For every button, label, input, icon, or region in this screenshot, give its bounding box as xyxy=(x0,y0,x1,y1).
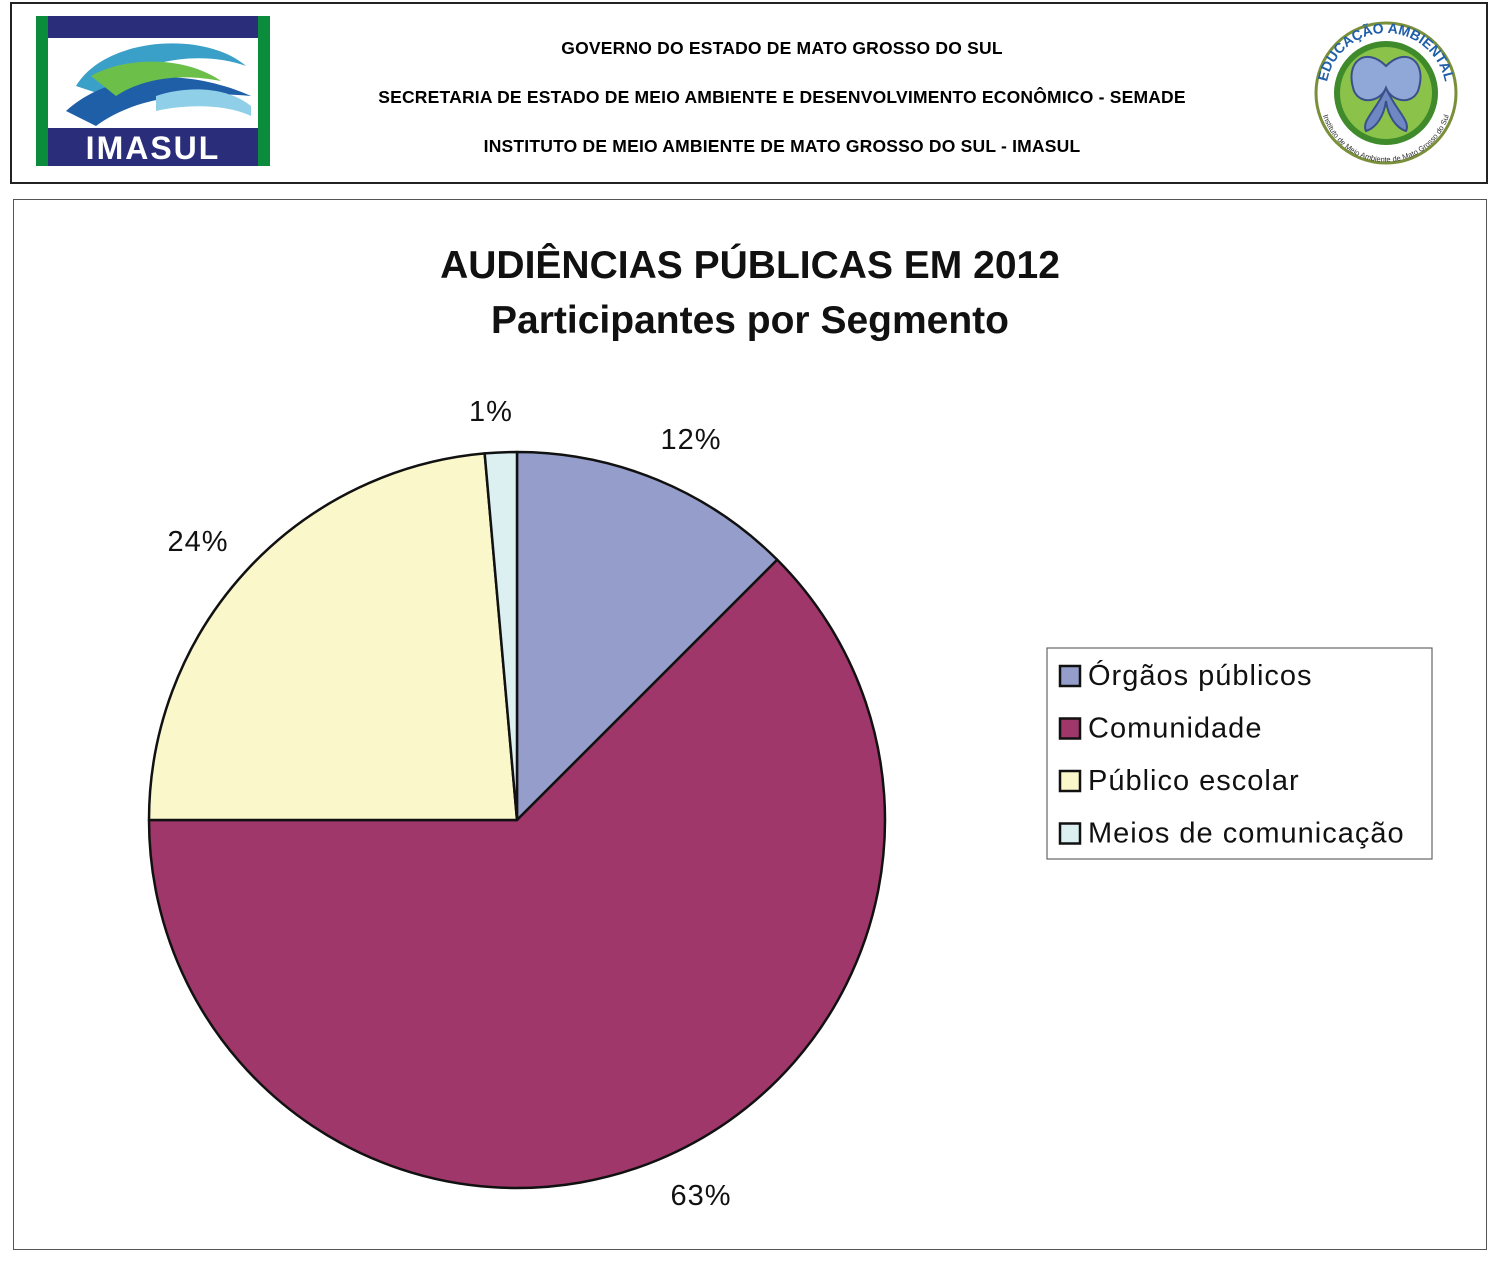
data-label-2: 63% xyxy=(670,1180,731,1212)
legend-label-3: Público escolar xyxy=(1088,765,1300,797)
legend: Órgãos públicos Comunidade Público escolar… xyxy=(1046,647,1433,860)
data-label-1: 12% xyxy=(660,424,721,456)
legend-swatch-4 xyxy=(1058,822,1082,845)
pie-slice-2 xyxy=(147,558,887,1190)
legend-swatch-2 xyxy=(1058,717,1082,740)
pie-slice-1 xyxy=(515,450,779,822)
pie-slices xyxy=(147,450,887,1190)
legend-label-1: Órgãos públicos xyxy=(1088,659,1313,692)
legend-label-4: Meios de comunicação xyxy=(1088,818,1405,850)
chart-title: AUDIÊNCIAS PÚBLICAS EM 2012 xyxy=(440,243,1060,287)
legend-swatch-3 xyxy=(1058,769,1082,793)
header-banner: IMASUL GOVERNO DO ESTADO DE MATO GROSSO … xyxy=(10,2,1488,184)
imasul-logo-text: IMASUL xyxy=(86,130,221,166)
pie-chart: AUDIÊNCIAS PÚBLICAS EM 2012 Participante… xyxy=(147,243,1433,1212)
data-label-4: 1% xyxy=(469,396,513,428)
pie-slice-3 xyxy=(147,452,519,822)
legend-box xyxy=(1046,647,1433,860)
pie-data-labels: 12% 63% 24% 1% xyxy=(167,396,731,1212)
header-text: GOVERNO DO ESTADO DE MATO GROSSO DO SUL … xyxy=(292,26,1272,173)
data-label-3: 24% xyxy=(167,526,228,558)
legend-label-2: Comunidade xyxy=(1088,713,1262,745)
header-line-secretariat: SECRETARIA DE ESTADO DE MEIO AMBIENTE E … xyxy=(378,87,1186,107)
pie-slice-4 xyxy=(483,450,519,822)
chart-subtitle: Participantes por Segmento xyxy=(491,299,1009,342)
header-line-government: GOVERNO DO ESTADO DE MATO GROSSO DO SUL xyxy=(561,38,1003,58)
header-line-institute: INSTITUTO DE MEIO AMBIENTE DE MATO GROSS… xyxy=(483,136,1081,156)
environmental-education-seal: EDUCAÇÃO AMBIENTAL Instituto de Meio Amb… xyxy=(1314,20,1458,165)
chart-frame: AUDIÊNCIAS PÚBLICAS EM 2012 Participante… xyxy=(13,199,1487,1250)
legend-swatch-1 xyxy=(1058,664,1082,688)
imasul-logo: IMASUL xyxy=(36,16,270,166)
